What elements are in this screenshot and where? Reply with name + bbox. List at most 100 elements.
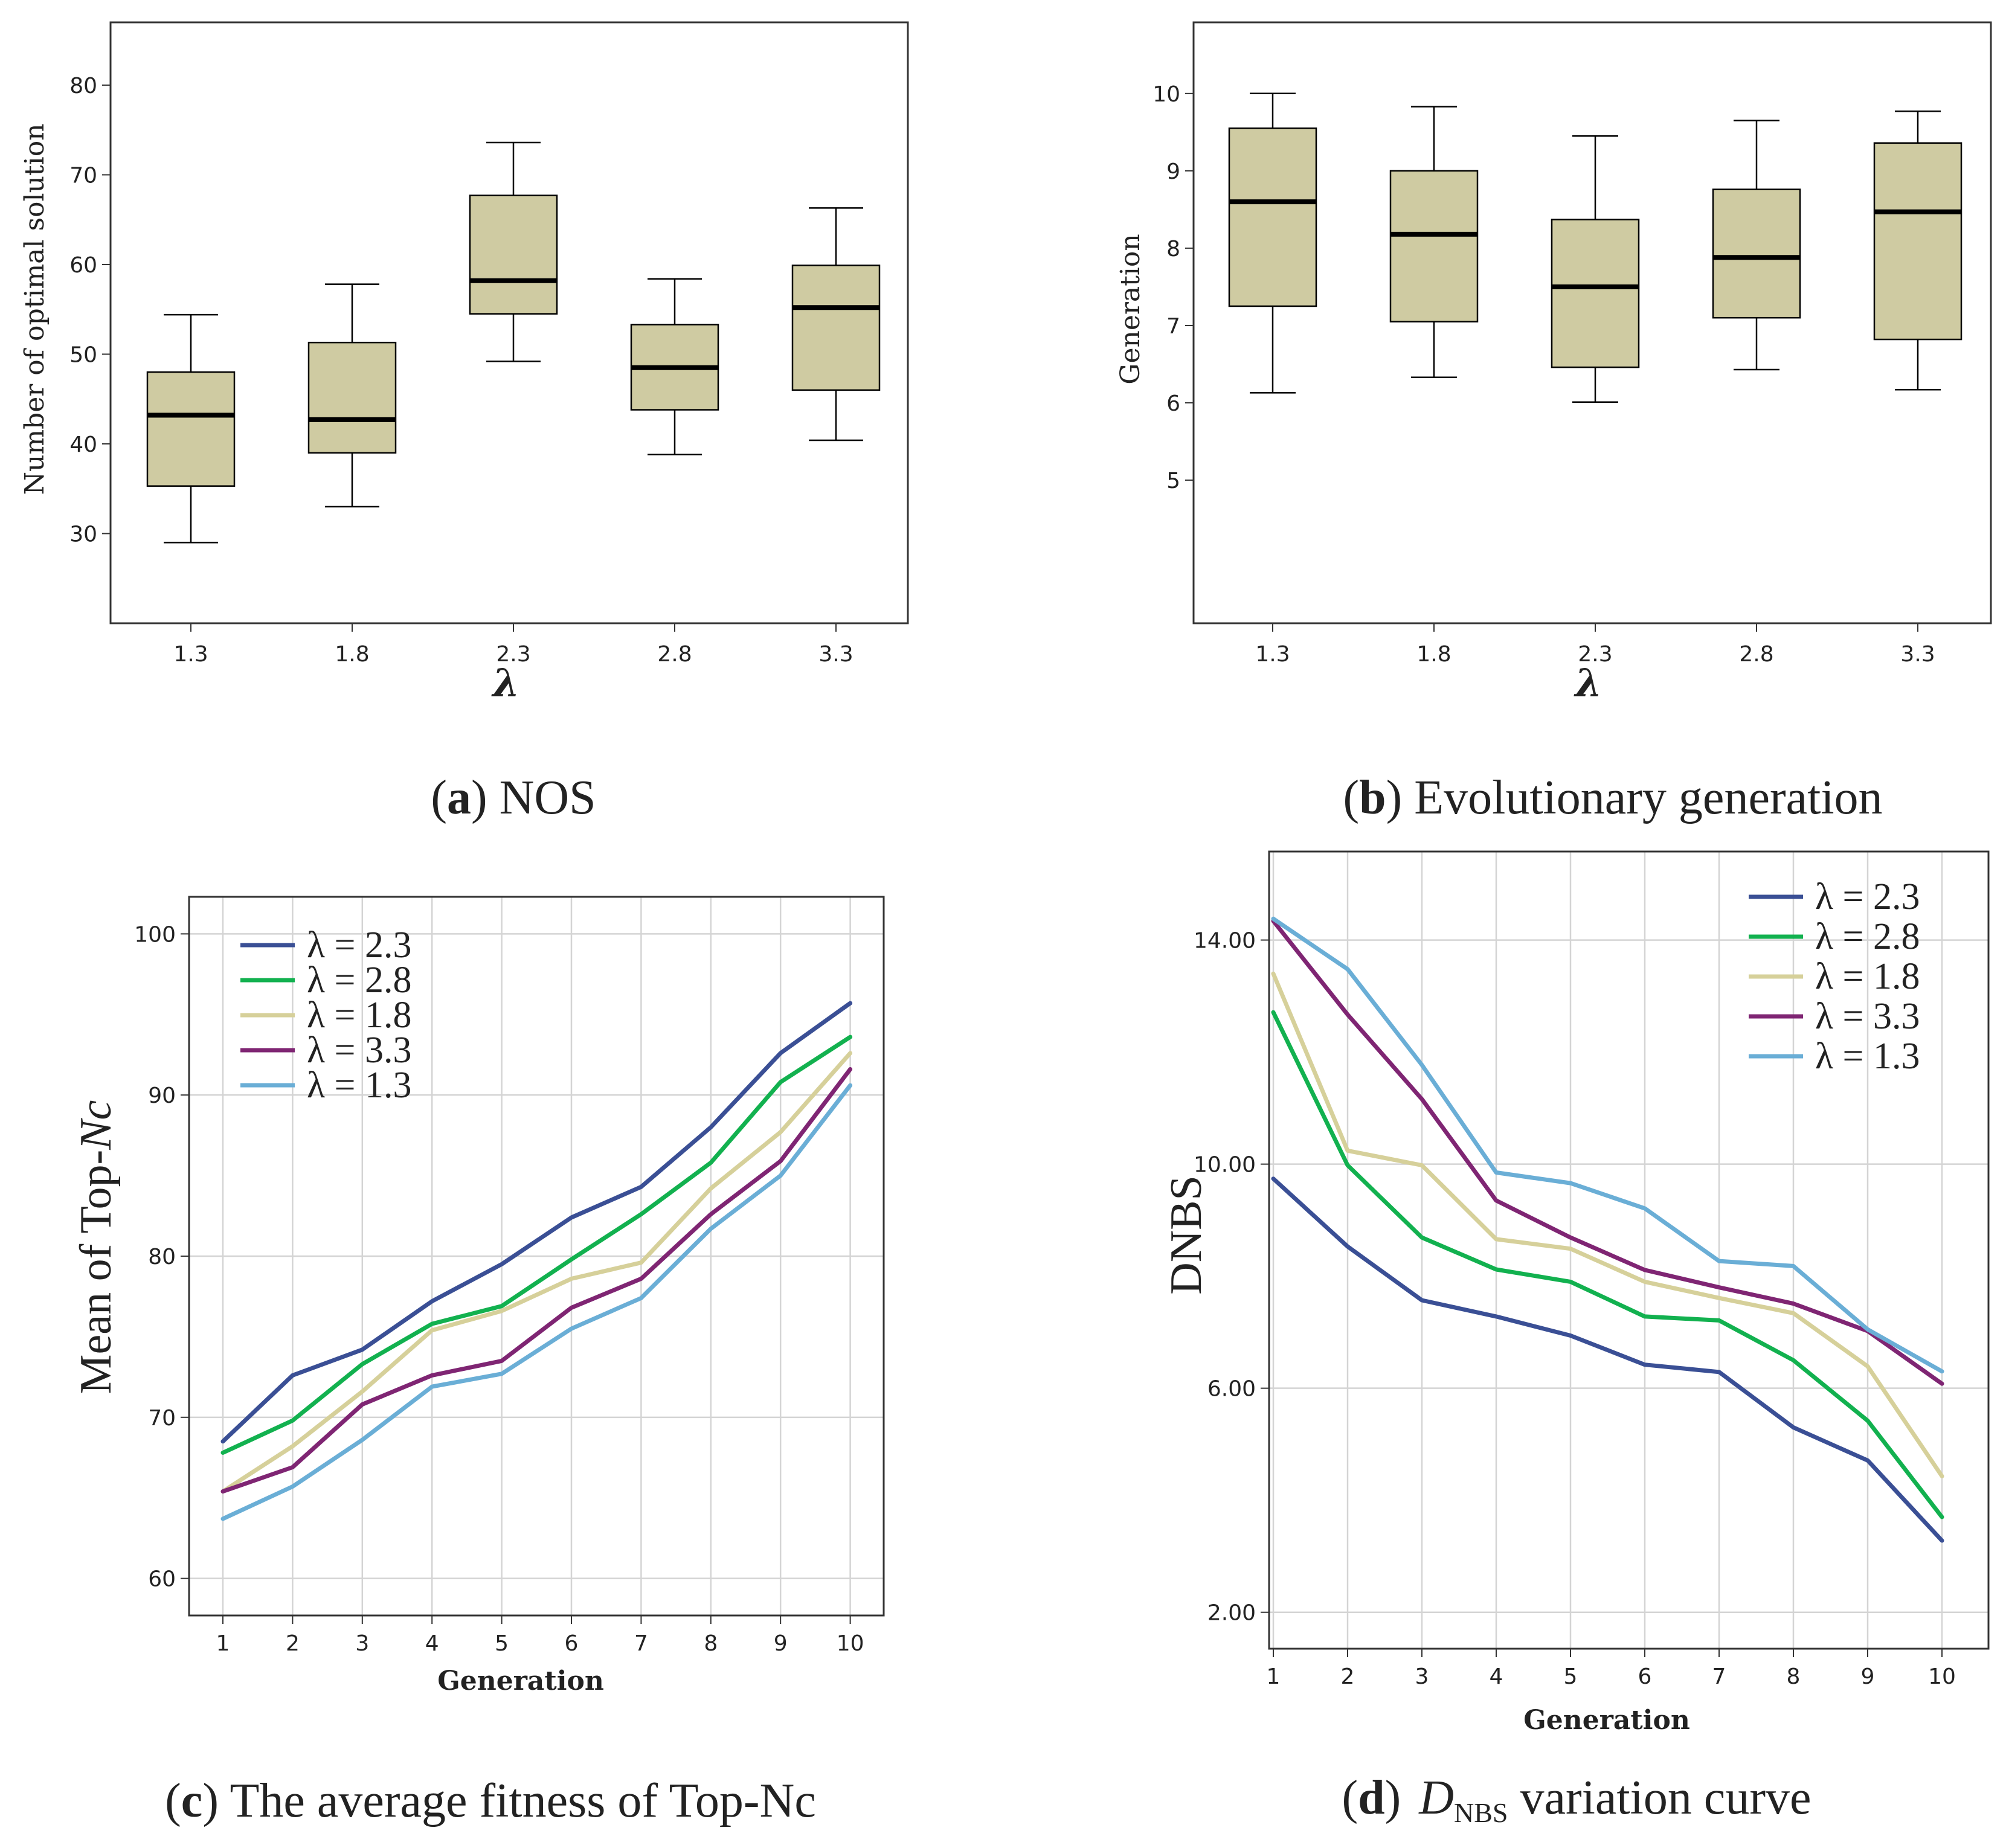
iqr-box: [1712, 188, 1801, 319]
y-axis-title-a: Number of optimal solution: [19, 123, 50, 495]
y-tick-labels-c: 60 70 80 90 100: [134, 922, 189, 1592]
x-tick-label: 1.8: [1416, 642, 1451, 667]
y-tick-label: 40: [69, 432, 97, 457]
gridlines-c: [189, 897, 884, 1615]
series-lines-c: [220, 1001, 853, 1521]
y-tick-label: 80: [69, 74, 97, 98]
y-tick-label: 6.00: [1207, 1377, 1256, 1402]
x-tick-label: 4: [425, 1631, 439, 1656]
box-1.3: [146, 313, 236, 544]
y-tick-label: 80: [148, 1245, 176, 1269]
y-tick-label: 8: [1166, 237, 1180, 261]
y-tick-label: 10: [1152, 82, 1180, 107]
series-line-lambda_2_3: [220, 1001, 853, 1444]
x-tick-label: 1: [1267, 1664, 1281, 1689]
x-tick-label: 2: [286, 1631, 300, 1656]
x-tick-label: 5: [495, 1631, 509, 1656]
plot-frame-d: [1268, 850, 1990, 1650]
y-tick-label: 100: [134, 922, 176, 947]
legend-label-lambda_1_8: λ = 1.8: [1815, 956, 1920, 997]
legend-label-lambda_3_3: λ = 3.3: [1815, 996, 1920, 1037]
iqr-box: [1228, 127, 1317, 307]
series-line-lambda_1_3: [220, 1083, 853, 1521]
x-tick-label: 1.3: [173, 642, 208, 667]
x-tick-label: 7: [1712, 1664, 1726, 1689]
caption-c: (c) The average fitness of Top-Nc: [165, 1774, 816, 1827]
x-tick-label: 2.3: [496, 642, 530, 667]
legend-label-lambda_1_8: λ = 1.8: [307, 995, 412, 1036]
x-axis-title-d: Generation: [1523, 1705, 1690, 1736]
legend-label-lambda_2_3: λ = 2.3: [307, 925, 412, 966]
x-tick-labels-c: 1 2 3 4 5 6 7 8 9 10: [216, 1615, 864, 1656]
y-tick-label: 70: [148, 1406, 176, 1431]
x-tick-label: 2.8: [657, 642, 692, 667]
series-line-lambda_2_3: [1271, 1176, 1944, 1543]
iqr-box: [307, 341, 397, 454]
x-axis-title-a: λ: [491, 661, 520, 706]
series-line-lambda_1_3: [1271, 916, 1944, 1374]
y-tick-label: 90: [148, 1083, 176, 1108]
legend-label-lambda_2_3: λ = 2.3: [1815, 876, 1920, 917]
caption-a: (a) NOS: [431, 771, 596, 824]
x-tick-label: 6: [1638, 1664, 1652, 1689]
x-tick-label: 10: [1928, 1664, 1956, 1689]
gridlines-d: [1269, 852, 1988, 1649]
x-tick-label: 3.3: [818, 642, 853, 667]
x-tick-label: 6: [565, 1631, 579, 1656]
x-tick-label: 3: [355, 1631, 369, 1656]
iqr-box: [469, 194, 558, 315]
x-tick-label: 4: [1490, 1664, 1503, 1689]
x-tick-label: 2: [1341, 1664, 1355, 1689]
series-line-lambda_1_8: [220, 1051, 853, 1494]
y-axis-title-d: DNBS: [1162, 1175, 1211, 1294]
plot-frame-b: [1192, 21, 1992, 624]
x-tick-label: 9: [1861, 1664, 1875, 1689]
box-1.3: [1228, 92, 1317, 394]
series-line-lambda_2_8: [1271, 1010, 1944, 1519]
boxes-b: [1228, 92, 1963, 403]
panel-b: 5 6 7 8 9 10 1.3 1.8 2.3 2.8 3.3 Generation λ (b)…: [1115, 21, 1992, 824]
legend-c: λ = 2.3λ = 2.8λ = 1.8λ = 3.3λ = 1.3: [240, 925, 412, 1106]
y-tick-label: 2.00: [1207, 1601, 1256, 1626]
x-tick-label: 8: [1787, 1664, 1801, 1689]
x-tick-label: 2.3: [1578, 642, 1612, 667]
x-tick-label: 1: [216, 1631, 230, 1656]
y-tick-label: 10.00: [1194, 1153, 1256, 1178]
y-tick-label: 14.00: [1194, 929, 1256, 954]
x-tick-labels-b: 1.3 1.8 2.3 2.8 3.3: [1255, 623, 1935, 667]
legend-label-lambda_2_8: λ = 2.8: [1815, 916, 1920, 957]
x-tick-label: 5: [1564, 1664, 1578, 1689]
y-tick-labels-d: 2.00 6.00 10.00 14.00: [1194, 929, 1269, 1626]
y-axis-ticks-a: 30 40 50 60 70 80: [69, 74, 111, 547]
x-tick-labels-d: 1 2 3 4 5 6 7 8 9 10: [1267, 1649, 1956, 1689]
y-tick-label: 5: [1166, 469, 1180, 493]
x-tick-label: 1.3: [1255, 642, 1290, 667]
legend-label-lambda_1_3: λ = 1.3: [307, 1065, 412, 1106]
iqr-box: [1551, 219, 1640, 368]
plot-frame-a: [109, 21, 909, 624]
box-2.8: [1712, 120, 1801, 371]
series-line-lambda_3_3: [1271, 919, 1944, 1386]
series-line-lambda_2_8: [220, 1035, 853, 1455]
box-2.3: [1551, 135, 1640, 403]
box-3.3: [791, 207, 881, 441]
box-1.8: [1389, 106, 1479, 379]
x-tick-label: 2.8: [1739, 642, 1773, 667]
legend-label-lambda_3_3: λ = 3.3: [307, 1030, 412, 1071]
iqr-box: [146, 371, 236, 487]
y-axis-title-c: Mean of Top-Nc: [71, 1100, 121, 1394]
y-axis-ticks-b: 5 6 7 8 9 10: [1152, 82, 1194, 493]
x-tick-label: 10: [837, 1631, 864, 1656]
box-1.8: [307, 283, 397, 508]
y-tick-label: 7: [1166, 314, 1180, 339]
series-line-lambda_3_3: [220, 1067, 853, 1494]
x-tick-label: 9: [774, 1631, 788, 1656]
y-tick-label: 30: [69, 522, 97, 547]
y-tick-label: 60: [69, 253, 97, 278]
x-tick-label: 1.8: [335, 642, 369, 667]
y-tick-label: 50: [69, 342, 97, 367]
panel-a: 30 40 50 60 70 80 1.3 1.8 2.3 2.8 3.3 Number of o…: [19, 21, 909, 824]
